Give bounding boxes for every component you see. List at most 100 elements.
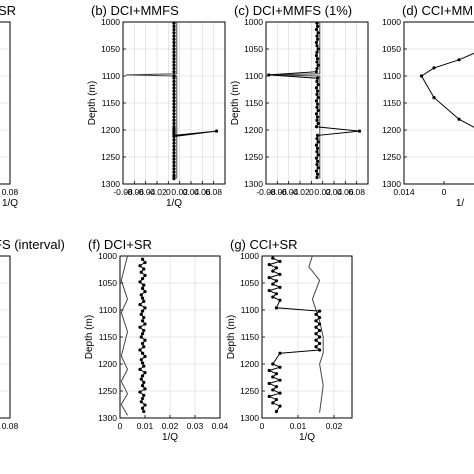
y-tick-label: 1050 — [244, 44, 263, 54]
series-line-1 — [174, 23, 217, 179]
data-point — [172, 135, 175, 138]
data-point — [420, 74, 423, 77]
data-point — [315, 44, 318, 47]
data-point — [172, 67, 175, 70]
data-point — [315, 99, 318, 102]
data-point — [317, 109, 320, 112]
data-point — [316, 57, 319, 60]
y-tick-label: 1250 — [101, 152, 120, 162]
data-point — [172, 119, 175, 122]
data-point — [172, 141, 175, 144]
data-point — [172, 25, 175, 28]
data-point — [315, 176, 318, 179]
y-tick-label: 1050 — [98, 278, 117, 288]
data-point — [141, 374, 144, 377]
data-point — [138, 303, 141, 306]
data-point — [315, 150, 318, 153]
data-point — [138, 390, 141, 393]
x-tick-label: 0.08 — [348, 187, 365, 197]
series-line-0 — [422, 49, 474, 133]
data-point — [172, 96, 175, 99]
data-point — [172, 148, 175, 151]
data-point — [143, 290, 146, 293]
data-point — [140, 313, 143, 316]
x-tick-label: 0.08 — [2, 187, 19, 197]
panel-title: (f) DCI+SR — [88, 237, 152, 252]
x-tick-label: -0.02 — [290, 187, 310, 197]
data-point — [318, 335, 321, 338]
data-point — [275, 398, 278, 401]
data-point — [172, 83, 175, 86]
data-point — [317, 166, 320, 169]
data-point — [141, 258, 144, 261]
data-point — [317, 31, 320, 34]
data-point — [315, 137, 318, 140]
series-line-0 — [121, 256, 127, 415]
data-point — [271, 295, 274, 298]
y-tick-label: 1300 — [101, 179, 120, 189]
series-line-0 — [126, 22, 177, 179]
data-point — [141, 332, 144, 335]
data-point — [141, 397, 144, 400]
y-tick-label: 1200 — [240, 359, 259, 369]
series-line-1 — [269, 23, 360, 177]
x-tick-label: 0 — [118, 421, 123, 431]
panel-a: 0.040.060.081/QSR — [0, 3, 19, 209]
data-point — [315, 144, 318, 147]
x-tick-label: 0.03 — [187, 421, 204, 431]
data-point — [172, 93, 175, 96]
x-axis-label: 1/Q — [166, 198, 182, 209]
data-point — [172, 164, 175, 167]
data-point — [316, 115, 319, 118]
data-point — [317, 96, 320, 99]
data-point — [268, 276, 271, 279]
y-tick-label: 1150 — [245, 98, 264, 108]
data-point — [268, 395, 271, 398]
y-tick-label: 1000 — [101, 17, 120, 27]
y-tick-label: 1200 — [98, 359, 117, 369]
data-point — [315, 156, 318, 159]
data-point — [317, 47, 320, 50]
data-point — [141, 277, 144, 280]
data-point — [275, 306, 278, 309]
data-point — [316, 90, 319, 93]
data-point — [138, 264, 141, 267]
y-tick-label: 1300 — [382, 179, 401, 189]
data-point — [141, 352, 144, 355]
data-point — [271, 375, 274, 378]
x-tick-label: 0 — [260, 421, 265, 431]
data-point — [143, 371, 146, 374]
data-point — [268, 382, 271, 385]
data-point — [142, 345, 145, 348]
data-point — [271, 257, 274, 260]
data-point — [172, 90, 175, 93]
data-point — [278, 379, 281, 382]
data-point — [138, 368, 141, 371]
panel-title: (g) CCI+SR — [230, 237, 298, 252]
data-point — [315, 21, 318, 24]
data-point — [172, 34, 175, 37]
data-point — [457, 118, 460, 121]
data-point — [172, 60, 175, 63]
data-point — [172, 51, 175, 54]
data-point — [278, 260, 281, 263]
data-point — [317, 140, 320, 143]
data-point — [143, 339, 146, 342]
data-point — [317, 83, 320, 86]
x-axis-label: 1/ — [456, 198, 465, 209]
data-point — [315, 34, 318, 37]
data-point — [278, 392, 281, 395]
y-tick-label: 1050 — [240, 278, 259, 288]
data-point — [141, 407, 144, 410]
y-tick-label: 1150 — [241, 332, 260, 342]
y-tick-label: 1000 — [240, 251, 259, 261]
panel-f: 0 0.01 0.02 0.03 0.04 1000 1050 1100 1150 1200 125… — [84, 237, 229, 443]
data-point — [138, 280, 141, 283]
panel-c: -0.08-0.06-0.04-0.02 0 0.020.040.060.08 100… — [230, 3, 368, 197]
data-point — [275, 410, 278, 413]
data-point — [268, 263, 271, 266]
x-tick-label: 0.02 — [162, 421, 179, 431]
x-axis-label: 1/Q — [162, 432, 178, 443]
